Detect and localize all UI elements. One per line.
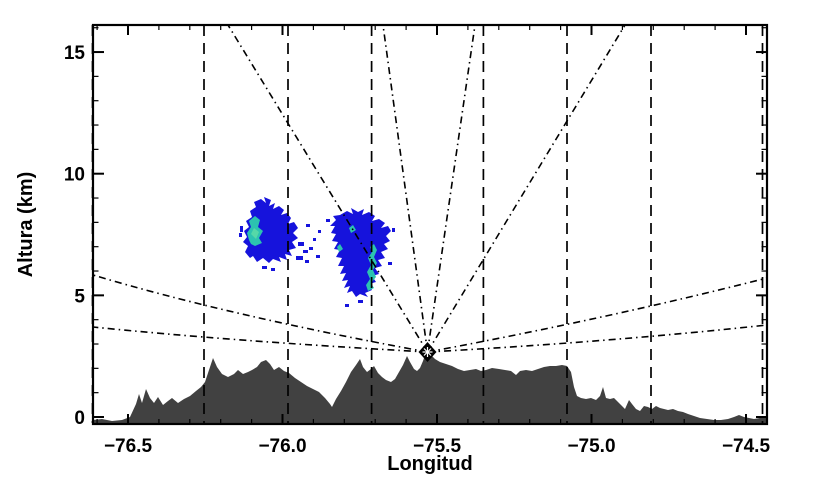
y-axis-title: Altura (km)	[15, 172, 37, 278]
radar-beam	[382, 24, 429, 353]
radar-echo-region	[330, 208, 391, 297]
radar-beam	[92, 274, 428, 353]
x-axis-title: Longitud	[387, 453, 473, 475]
y-tick-label: 5	[74, 286, 85, 307]
radar-echo-fragment	[316, 255, 320, 258]
radar-echo-fragment	[326, 219, 330, 222]
x-tick-label: −76.0	[258, 436, 306, 457]
y-tick-label: 10	[64, 165, 85, 186]
radar-echo-fragment	[271, 268, 275, 271]
radar-echo-fragment	[262, 266, 267, 269]
radar-echo-region	[251, 228, 259, 239]
radar-beam	[427, 324, 768, 353]
radar-echo-fragment	[345, 304, 349, 307]
radar-echo-fragment	[309, 247, 313, 250]
x-tick-label: −75.5	[413, 436, 462, 457]
radar-echo-fragment	[303, 250, 308, 253]
radar-echo-fragment	[318, 230, 321, 233]
radar-echo-fragment	[313, 238, 316, 241]
radar-echo-region	[337, 244, 343, 252]
radar-echo-fragment	[239, 233, 242, 237]
radar-echo-fragment	[240, 226, 243, 232]
radar-echo-fragment	[298, 242, 304, 246]
radar-beam	[426, 24, 476, 353]
radar-echo-fragment	[296, 256, 303, 260]
radar-beam	[92, 326, 428, 353]
x-tick-label: −76.5	[104, 436, 153, 457]
radar-beam	[426, 24, 626, 353]
radar-echo-region	[243, 197, 298, 263]
radar-echo-fragment	[388, 262, 392, 265]
y-tick-label: 15	[64, 43, 86, 64]
plot-frame	[91, 23, 769, 426]
radar-echo-fragment	[305, 260, 309, 263]
y-tick-label: 0	[74, 408, 85, 429]
radar-site-marker-star	[423, 348, 432, 356]
terrain-profile	[93, 352, 767, 424]
radar-echo-fragment	[306, 224, 310, 227]
radar-echo-fragment	[358, 300, 363, 303]
radar-echo-fragment	[392, 228, 395, 232]
radar-beam	[227, 24, 429, 353]
x-tick-label: −75.0	[567, 436, 615, 457]
x-tick-label: −74.5	[722, 436, 771, 457]
